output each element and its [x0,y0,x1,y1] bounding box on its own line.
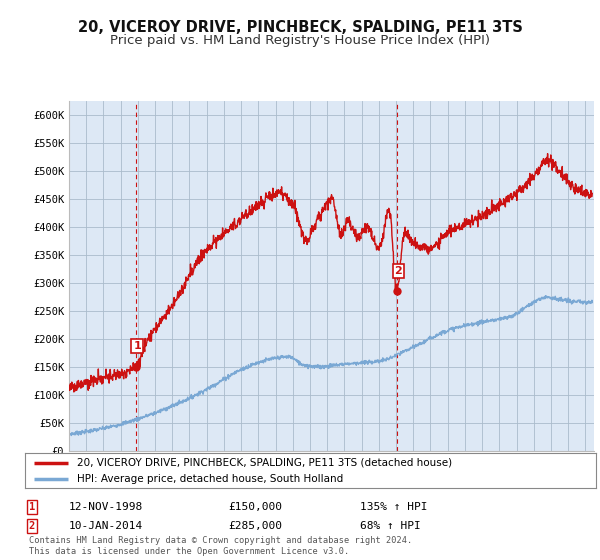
Text: 10-JAN-2014: 10-JAN-2014 [69,521,143,531]
Text: £150,000: £150,000 [228,502,282,512]
Text: £285,000: £285,000 [228,521,282,531]
Text: Contains HM Land Registry data © Crown copyright and database right 2024.
This d: Contains HM Land Registry data © Crown c… [29,536,412,556]
Text: 20, VICEROY DRIVE, PINCHBECK, SPALDING, PE11 3TS (detached house): 20, VICEROY DRIVE, PINCHBECK, SPALDING, … [77,458,452,468]
Text: 1: 1 [133,341,141,351]
Text: Price paid vs. HM Land Registry's House Price Index (HPI): Price paid vs. HM Land Registry's House … [110,34,490,46]
Text: 135% ↑ HPI: 135% ↑ HPI [360,502,427,512]
Text: 20, VICEROY DRIVE, PINCHBECK, SPALDING, PE11 3TS: 20, VICEROY DRIVE, PINCHBECK, SPALDING, … [77,20,523,35]
Text: 1: 1 [29,502,35,512]
Text: 2: 2 [395,265,403,276]
Text: HPI: Average price, detached house, South Holland: HPI: Average price, detached house, Sout… [77,474,343,484]
Text: 2: 2 [29,521,35,531]
Text: 12-NOV-1998: 12-NOV-1998 [69,502,143,512]
Text: 68% ↑ HPI: 68% ↑ HPI [360,521,421,531]
